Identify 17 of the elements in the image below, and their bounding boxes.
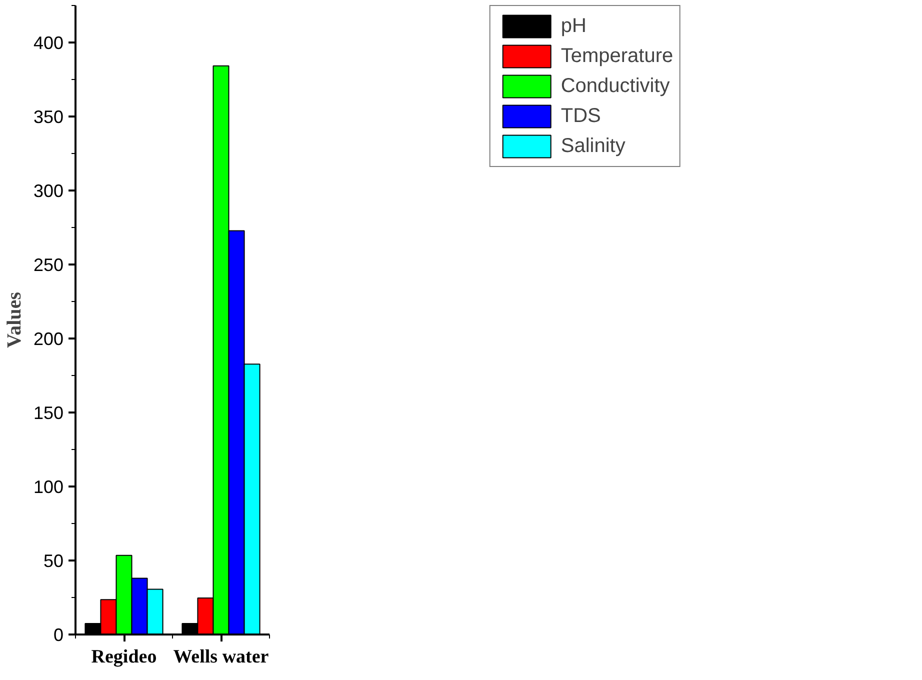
x-tick-label: Regideo bbox=[91, 646, 157, 668]
legend-label: Salinity bbox=[560, 134, 626, 158]
y-tick-label: 100 bbox=[33, 477, 64, 497]
y-tick-label: 300 bbox=[33, 181, 64, 201]
y-axis-title: Values bbox=[3, 292, 26, 348]
y-tick-label: 50 bbox=[43, 551, 64, 571]
y-tick-label: 350 bbox=[33, 107, 64, 127]
y-tick-label: 150 bbox=[33, 403, 64, 423]
legend-label: Temperature bbox=[560, 44, 674, 68]
legend-label: Conductivity bbox=[560, 74, 670, 98]
x-tick-label: Wells water bbox=[173, 646, 270, 668]
y-tick-label: 200 bbox=[33, 329, 64, 349]
y-tick-label: 250 bbox=[33, 255, 64, 275]
legend-label: pH bbox=[560, 14, 586, 38]
y-tick-label: 400 bbox=[33, 33, 64, 53]
legend-label: TDS bbox=[560, 104, 601, 128]
y-tick-label: 0 bbox=[53, 625, 64, 645]
